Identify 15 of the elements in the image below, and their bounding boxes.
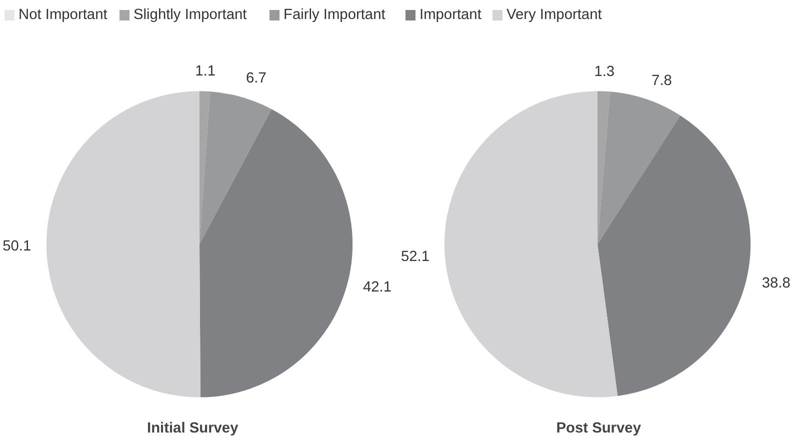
legend-label: Important xyxy=(420,7,482,24)
data-label: 1.3 xyxy=(594,64,615,80)
data-label: 52.1 xyxy=(400,249,430,266)
text: Initial Survey xyxy=(147,420,240,436)
data-label: 1.1 xyxy=(195,64,216,80)
data-label: 7.8 xyxy=(652,72,672,89)
data-label: 6.7 xyxy=(246,70,266,86)
text: Post Survey xyxy=(556,420,642,436)
legend-label: Fairly Important xyxy=(284,7,386,24)
data-label: 42.1 xyxy=(362,279,392,296)
legend-label: Not Important xyxy=(18,7,108,24)
legend-label: Very Important xyxy=(506,7,602,24)
data-label: 50.1 xyxy=(2,238,32,254)
data-label: 38.8 xyxy=(762,276,790,292)
legend-label: Slightly Important xyxy=(134,7,247,24)
